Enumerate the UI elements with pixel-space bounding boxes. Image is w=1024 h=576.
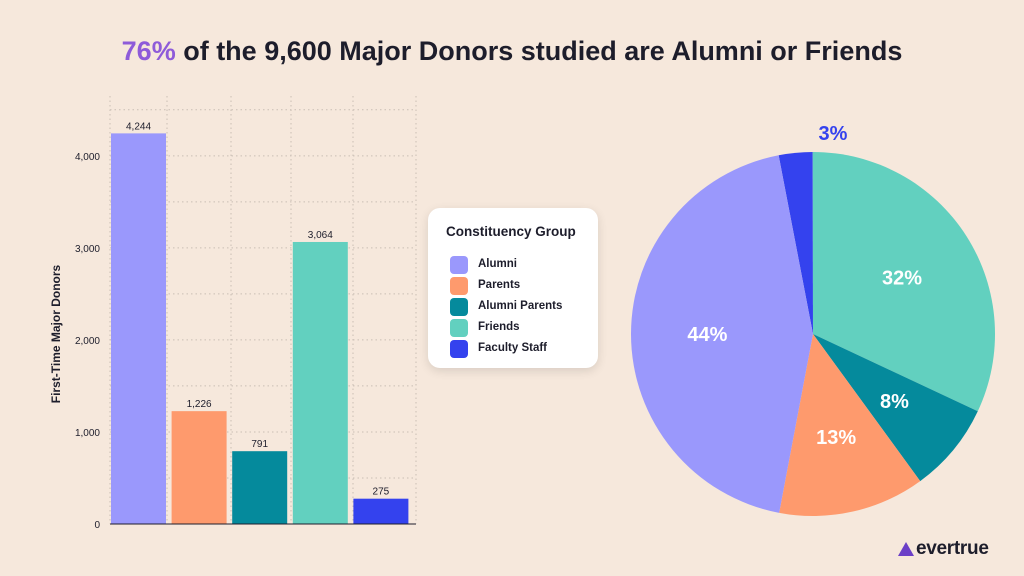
bar-value-label: 3,064: [308, 230, 333, 241]
bar-value-label: 1,226: [187, 399, 212, 410]
bar: [353, 498, 409, 524]
brand-name: evertrue: [916, 538, 989, 559]
bar-value-label: 4,244: [126, 121, 151, 132]
bar: [232, 451, 288, 524]
pie-slice: [778, 152, 813, 334]
bar: [292, 241, 348, 524]
bar-value-label: 791: [251, 439, 268, 450]
legend-swatch-faculty-staff: [450, 340, 468, 358]
y-axis-title: First-Time Major Donors: [49, 264, 63, 403]
legend-swatch-friends: [450, 319, 468, 337]
legend-label-alumni-parents: Alumni Parents: [478, 300, 563, 312]
legend-label-alumni: Alumni: [478, 258, 517, 270]
pie-slice: [812, 151, 995, 412]
y-tick-label: 1,000: [75, 428, 100, 439]
legend-label-parents: Parents: [478, 279, 521, 291]
legend-label-friends: Friends: [478, 321, 520, 333]
legend-swatch-alumni: [450, 256, 468, 274]
bar: [171, 411, 227, 524]
title-text: of the 9,600 Major Donors studied are Al…: [175, 36, 903, 66]
y-tick-label: 3,000: [75, 244, 100, 255]
chart-title: 76% of the 9,600 Major Donors studied ar…: [0, 36, 1024, 67]
legend: Constituency Group Alumni Parents Alumni…: [428, 208, 598, 368]
legend-title: Constituency Group: [446, 224, 576, 239]
legend-label-faculty-staff: Faculty Staff: [478, 342, 548, 354]
legend-swatch-alumni-parents: [450, 298, 468, 316]
title-highlight: 76%: [121, 36, 176, 66]
pie-value-label: 3%: [819, 123, 848, 145]
pie-slice: [779, 334, 921, 516]
bar-value-label: 275: [373, 487, 390, 498]
pie-value-label: 13%: [816, 427, 856, 449]
pie-value-label: 8%: [880, 391, 909, 413]
brand-triangle-icon: [898, 542, 914, 556]
y-tick-label: 4,000: [75, 152, 100, 163]
pie-value-label: 32%: [882, 267, 922, 289]
bar: [111, 133, 166, 525]
pie-slice: [813, 334, 978, 482]
pie-value-label: 44%: [687, 324, 727, 346]
y-tick-label: 0: [94, 520, 100, 531]
y-tick-label: 2,000: [75, 336, 100, 347]
pie-slice: [630, 155, 813, 513]
legend-swatch-parents: [450, 277, 468, 295]
